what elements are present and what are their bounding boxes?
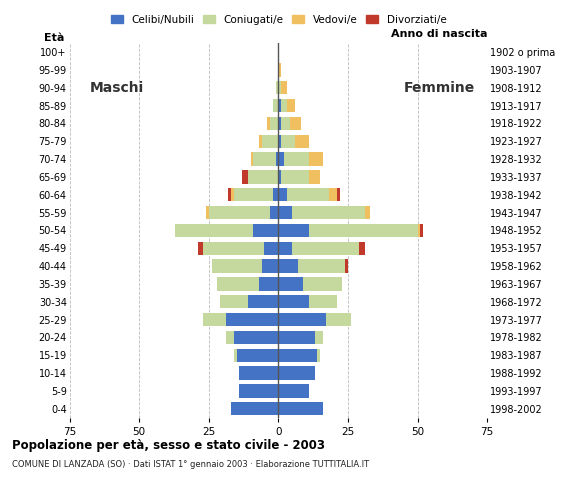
Bar	[231, 188, 234, 202]
Bar	[226, 331, 234, 344]
Bar	[240, 366, 278, 380]
Bar	[273, 99, 278, 112]
Bar	[278, 63, 281, 77]
Bar	[248, 170, 278, 184]
Bar	[278, 295, 309, 309]
Bar	[289, 117, 300, 130]
Bar	[234, 188, 273, 202]
Bar	[295, 134, 309, 148]
Bar	[220, 295, 248, 309]
Bar	[198, 241, 203, 255]
Bar	[287, 99, 295, 112]
Bar	[267, 117, 270, 130]
Bar	[278, 206, 292, 219]
Bar	[253, 224, 278, 237]
Bar	[278, 259, 298, 273]
Bar	[278, 402, 323, 415]
Bar	[278, 224, 309, 237]
Bar	[278, 331, 314, 344]
Bar	[278, 277, 303, 290]
Bar	[259, 134, 262, 148]
Bar	[203, 313, 226, 326]
Bar	[240, 384, 278, 397]
Bar	[262, 259, 278, 273]
Bar	[273, 188, 278, 202]
Bar	[281, 134, 295, 148]
Bar	[262, 134, 278, 148]
Bar	[278, 81, 281, 95]
Bar	[259, 277, 278, 290]
Bar	[309, 295, 337, 309]
Bar	[242, 170, 248, 184]
Bar	[418, 224, 420, 237]
Bar	[237, 348, 278, 362]
Text: Popolazione per età, sesso e stato civile - 2003: Popolazione per età, sesso e stato civil…	[12, 439, 325, 452]
Bar	[278, 313, 326, 326]
Bar	[270, 117, 278, 130]
Bar	[314, 331, 323, 344]
Bar	[278, 170, 281, 184]
Bar	[292, 206, 365, 219]
Bar	[203, 241, 264, 255]
Bar	[175, 224, 253, 237]
Bar	[226, 313, 278, 326]
Bar	[420, 224, 423, 237]
Bar	[278, 366, 314, 380]
Bar	[209, 206, 270, 219]
Bar	[292, 241, 359, 255]
Bar	[270, 206, 278, 219]
Bar	[206, 206, 209, 219]
Bar	[278, 384, 309, 397]
Bar	[251, 153, 253, 166]
Bar	[278, 134, 281, 148]
Bar	[345, 259, 348, 273]
Bar	[212, 259, 262, 273]
Bar	[234, 348, 237, 362]
Bar	[248, 295, 278, 309]
Bar	[298, 259, 345, 273]
Bar	[328, 188, 337, 202]
Bar	[281, 117, 289, 130]
Bar	[234, 331, 278, 344]
Bar	[253, 153, 276, 166]
Bar	[359, 241, 365, 255]
Bar	[278, 241, 292, 255]
Bar	[281, 81, 287, 95]
Bar	[309, 224, 418, 237]
Bar	[337, 188, 340, 202]
Text: Maschi: Maschi	[90, 81, 144, 95]
Bar	[287, 188, 328, 202]
Bar	[276, 81, 278, 95]
Bar	[278, 188, 287, 202]
Bar	[278, 99, 281, 112]
Bar	[278, 153, 284, 166]
Bar	[278, 348, 317, 362]
Text: Femmine: Femmine	[404, 81, 476, 95]
Legend: Celibi/Nubili, Coniugati/e, Vedovi/e, Divorziati/e: Celibi/Nubili, Coniugati/e, Vedovi/e, Di…	[111, 15, 446, 24]
Bar	[231, 402, 278, 415]
Bar	[276, 153, 278, 166]
Text: COMUNE DI LANZADA (SO) · Dati ISTAT 1° gennaio 2003 · Elaborazione TUTTITALIA.IT: COMUNE DI LANZADA (SO) · Dati ISTAT 1° g…	[12, 460, 369, 469]
Text: Anno di nascita: Anno di nascita	[391, 29, 487, 39]
Bar	[365, 206, 370, 219]
Bar	[217, 277, 259, 290]
Bar	[229, 188, 231, 202]
Bar	[264, 241, 278, 255]
Bar	[278, 117, 281, 130]
Bar	[284, 153, 309, 166]
Bar	[281, 170, 309, 184]
Text: Età: Età	[44, 33, 64, 43]
Bar	[317, 348, 320, 362]
Bar	[309, 170, 320, 184]
Bar	[281, 99, 287, 112]
Bar	[326, 313, 351, 326]
Bar	[303, 277, 342, 290]
Bar	[309, 153, 323, 166]
